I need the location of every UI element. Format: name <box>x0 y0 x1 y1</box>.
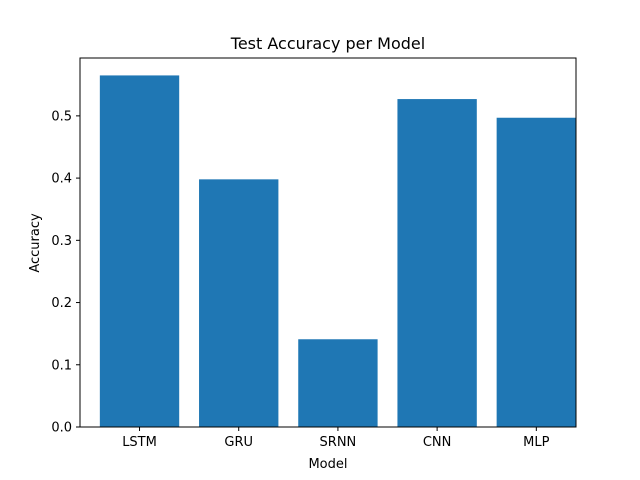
x-tick-label: LSTM <box>122 435 157 450</box>
y-tick-label: 0.3 <box>51 234 72 249</box>
y-axis-label: Accuracy <box>28 213 43 273</box>
y-tick-label: 0.2 <box>51 296 72 311</box>
x-tick-label: MLP <box>523 435 549 450</box>
bar-cnn <box>397 99 477 427</box>
chart-title: Test Accuracy per Model <box>230 34 425 53</box>
y-tick-label: 0.0 <box>51 421 72 436</box>
x-tick-label: CNN <box>423 435 452 450</box>
x-tick-label: SRNN <box>320 435 357 450</box>
x-axis-ticks: LSTM GRU SRNN CNN MLP <box>122 427 550 450</box>
bar-lstm <box>99 75 180 428</box>
y-tick-label: 0.5 <box>51 109 72 124</box>
y-tick-label: 0.1 <box>51 358 72 373</box>
y-tick-label: 0.4 <box>51 172 72 187</box>
bar-gru <box>199 179 279 427</box>
x-tick-label: GRU <box>224 435 253 450</box>
bars-layer <box>99 75 576 428</box>
bar-mlp <box>496 117 576 428</box>
y-axis-ticks: 0.0 0.1 0.2 0.3 0.4 0.5 <box>51 109 80 436</box>
bar-srnn <box>298 339 378 427</box>
plot-frame <box>79 57 577 428</box>
x-axis-label: Model <box>308 457 347 472</box>
